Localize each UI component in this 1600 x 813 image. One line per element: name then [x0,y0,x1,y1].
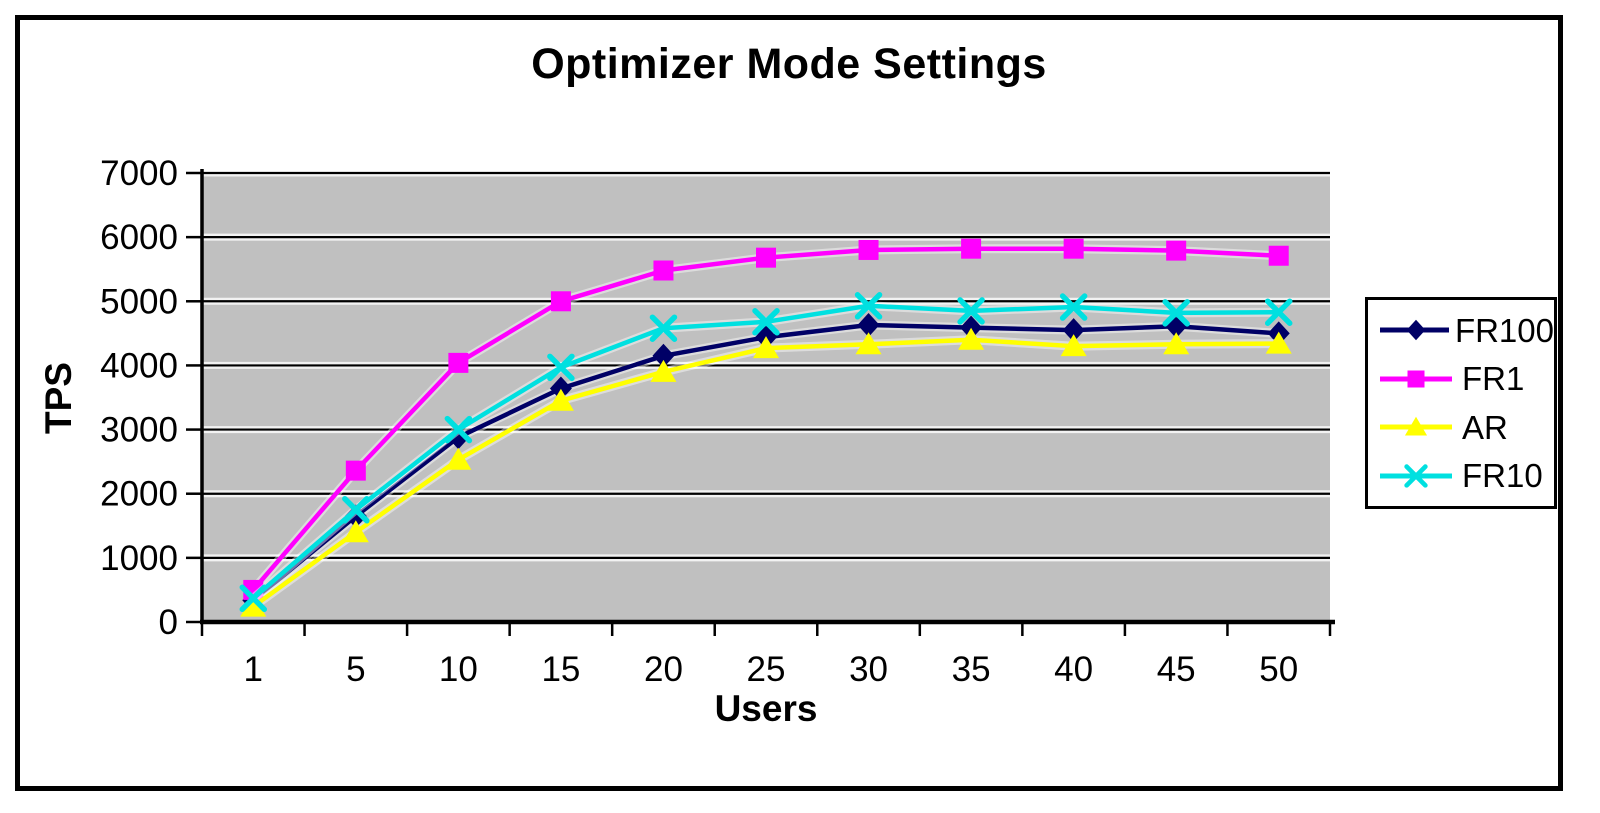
marker-square [1063,238,1084,259]
marker-triangle [958,327,985,350]
x-tick-label: 25 [747,650,786,689]
marker-square [653,260,674,281]
x-tick-label: 45 [1157,650,1196,689]
x-tick-label: 20 [644,650,683,689]
marker-triangle [650,359,677,382]
marker-x [752,308,780,336]
marker-diamond [1406,320,1426,341]
legend-diamond-icon [1380,320,1449,341]
y-tick-label: 1000 [100,539,178,578]
x-tick-label: 10 [439,650,478,689]
marker-x [1264,298,1293,326]
marker-square [1268,245,1289,266]
marker-triangle [855,332,882,355]
marker-triangle [753,336,779,359]
marker-triangle [547,388,574,411]
marker-triangle [240,594,267,617]
x-tick-label: 15 [541,650,580,689]
y-tick-label: 3000 [100,411,178,450]
marker-square [1407,370,1425,388]
legend-item-AR: AR [1378,409,1554,445]
marker-x [1404,463,1428,488]
legend-x-icon [1380,463,1452,488]
marker-square [961,238,982,259]
marker-triangle [1060,334,1087,357]
y-tick-label: 2000 [100,475,178,514]
marker-square [756,247,776,268]
x-tick-label: 5 [346,650,365,689]
marker-triangle [1265,331,1292,354]
legend: FR100 FR1 AR FR10 [1365,297,1557,509]
legend-label: AR [1462,408,1508,446]
x-tick-label: 40 [1054,650,1093,689]
marker-diamond [549,376,572,401]
y-tick-label: 0 [159,603,178,642]
marker-diamond [960,315,983,340]
y-axis-title: TPS [38,362,79,434]
marker-diamond [857,313,880,338]
marker-triangle [1163,332,1190,355]
marker-square [1166,240,1187,261]
y-tick-label: 6000 [100,218,178,257]
legend-item-FR1: FR1 [1378,361,1554,397]
x-axis-title: Users [714,688,818,729]
marker-diamond [344,504,367,529]
x-tick-label: 50 [1259,650,1298,689]
y-tick-label: 7000 [100,154,178,193]
marker-square [448,352,469,373]
marker-x [342,496,370,524]
x-tick-label: 30 [849,650,888,689]
legend-item-FR10: FR10 [1378,458,1554,494]
marker-x [649,314,678,342]
y-tick-label: 5000 [100,282,178,321]
marker-square [858,239,879,260]
marker-x [444,415,473,444]
legend-item-FR100: FR100 [1378,312,1554,348]
marker-x [1162,299,1190,327]
marker-triangle [342,520,369,543]
x-tick-label: 1 [244,650,263,689]
legend-triangle-icon [1380,416,1452,436]
legend-label: FR10 [1462,457,1543,495]
marker-square [550,291,571,312]
x-tick-label: 35 [952,650,991,689]
legend-square-icon [1380,370,1452,388]
marker-x [239,584,268,613]
marker-triangle [445,447,472,470]
marker-x [1059,293,1088,321]
chart-title: Optimizer Mode Settings [531,40,1047,88]
marker-triangle [1404,416,1428,436]
legend-label: FR100 [1454,311,1554,349]
marker-x [547,353,575,382]
marker-x [854,292,883,320]
marker-x [957,297,985,325]
marker-diamond [652,343,675,368]
legend-label: FR1 [1462,360,1525,398]
marker-square [345,460,366,481]
y-tick-label: 4000 [100,346,178,385]
marker-diamond [1062,318,1085,343]
